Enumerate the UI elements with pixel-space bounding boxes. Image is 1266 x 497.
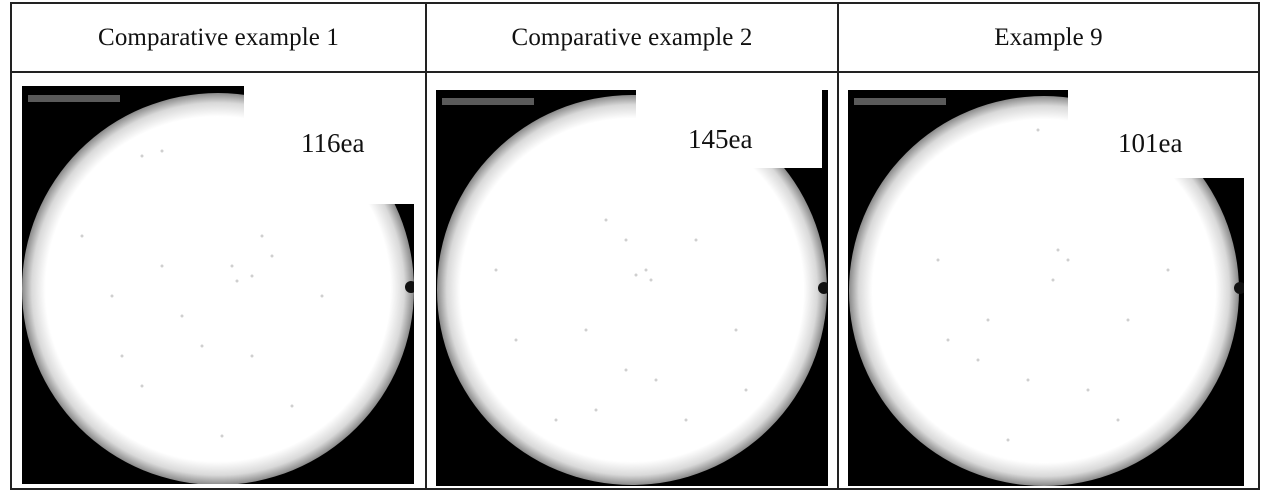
header-example-9: Example 9 (839, 4, 1258, 71)
column-divider (425, 4, 427, 488)
comparison-table: Comparative example 1 Comparative exampl… (10, 2, 1260, 490)
column-divider (837, 4, 839, 488)
header-comparative-example-2: Comparative example 2 (427, 4, 837, 71)
defect-map-image-1: 116ea (22, 86, 414, 484)
defect-count-label: 145ea (688, 124, 752, 155)
defect-count-label: 101ea (1118, 128, 1182, 159)
header-comparative-example-1: Comparative example 1 (12, 4, 425, 71)
defect-map-image-2: 145ea (436, 90, 828, 486)
header-divider (12, 71, 1258, 73)
defect-map-image-3: 101ea (848, 90, 1244, 486)
defect-count-label: 116ea (301, 128, 364, 159)
